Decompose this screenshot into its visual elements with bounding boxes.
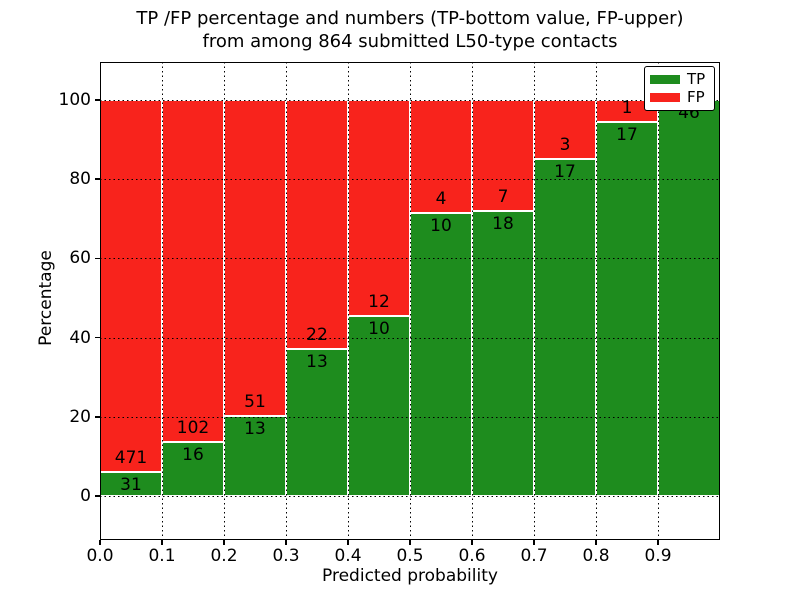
x-tick-label: 0.3	[272, 546, 300, 566]
vertical-gridline	[409, 62, 411, 540]
bar-tp-segment	[658, 100, 720, 496]
legend-fp-label: FP	[687, 88, 705, 106]
bar-fp-count-label: 471	[114, 447, 148, 468]
vertical-gridline	[347, 62, 349, 540]
y-tick-label: 60	[69, 248, 91, 269]
bar-tp-count-label: 17	[616, 125, 638, 145]
x-tick-label: 0.2	[210, 546, 238, 566]
vertical-gridline	[595, 62, 597, 540]
y-axis-label: Percentage	[36, 250, 56, 346]
vertical-gridline	[471, 62, 473, 540]
vertical-gridline	[223, 62, 225, 540]
bar-tp-count-label: 16	[182, 445, 204, 466]
bar-tp-count-label: 10	[430, 216, 452, 237]
bar-tp-segment	[472, 210, 534, 496]
y-tick-mark	[95, 495, 100, 497]
legend-entry-fp: FP	[650, 90, 709, 105]
chart-title-line1: TP /FP percentage and numbers (TP-bottom…	[136, 8, 684, 29]
vertical-gridline	[161, 62, 163, 540]
y-tick-mark	[95, 178, 100, 180]
bar-fp-segment	[162, 100, 224, 443]
bar-fp-count-label: 12	[368, 292, 390, 312]
bar-fp-count-label: 102	[176, 418, 210, 439]
vertical-gridline	[533, 62, 535, 540]
x-tick-label: 0.9	[644, 546, 672, 566]
x-tick-mark	[533, 540, 535, 545]
y-tick-label: 40	[69, 327, 91, 348]
legend: TP FP	[644, 66, 715, 111]
vertical-gridline	[657, 62, 659, 540]
bar-fp-segment	[286, 100, 348, 349]
bar-tp-segment	[534, 159, 596, 496]
x-tick-mark	[471, 540, 473, 545]
x-tick-mark	[657, 540, 659, 545]
bar-tp-count-label: 31	[120, 474, 142, 495]
x-axis-label: Predicted probability	[322, 566, 498, 586]
bar-fp-count-label: 7	[497, 186, 509, 207]
x-tick-label: 0.7	[520, 546, 548, 566]
bar-fp-count-label: 4	[435, 189, 447, 210]
bar-fp-count-label: 3	[559, 135, 571, 156]
x-tick-mark	[223, 540, 225, 545]
bar-fp-count-label: 51	[244, 391, 266, 412]
bar-fp-count-label: 22	[306, 324, 328, 345]
legend-tp-label: TP	[687, 70, 706, 88]
legend-entry-tp: TP	[650, 72, 709, 87]
x-tick-mark	[161, 540, 163, 545]
bar-fp-segment	[100, 100, 162, 472]
y-tick-label: 20	[69, 406, 91, 427]
bar-tp-segment	[286, 348, 348, 496]
x-tick-label: 0.5	[396, 546, 424, 566]
bar-tp-count-label: 10	[368, 319, 390, 339]
x-tick-label: 0.8	[582, 546, 610, 566]
y-tick-mark	[95, 257, 100, 260]
plot-area: 471 31 102 16 51 13 22 13 12 10 4 10 7 18 3 17 1 17 46 0 20 4…	[59, 62, 720, 566]
legend-tp-swatch	[650, 75, 680, 84]
bar-tp-segment	[596, 122, 658, 496]
bar-tp-segment	[410, 213, 472, 496]
bar-fp-segment	[348, 100, 410, 316]
x-tick-mark	[347, 540, 349, 545]
x-tick-label: 0.6	[458, 546, 486, 566]
x-tick-mark	[409, 540, 411, 545]
legend-fp-swatch	[650, 93, 680, 102]
y-tick-mark	[95, 416, 100, 418]
x-tick-label: 0.4	[334, 546, 362, 566]
x-tick-mark	[595, 540, 597, 545]
bar-tp-segment	[348, 316, 410, 496]
y-tick-label: 80	[69, 169, 91, 190]
y-tick-mark	[95, 336, 100, 339]
bar-tp-count-label: 13	[306, 351, 328, 372]
bar-tp-segment	[162, 442, 224, 496]
y-tick-mark	[95, 99, 100, 101]
y-tick-label: 100	[58, 90, 91, 110]
chart-title-line2: from among 864 submitted L50-type contac…	[202, 31, 618, 52]
bar-tp-count-label: 13	[244, 418, 266, 439]
y-tick-label: 0	[80, 486, 91, 506]
bar-tp-count-label: 18	[492, 213, 514, 234]
x-tick-label: 0.1	[148, 546, 176, 566]
bar-tp-count-label: 17	[554, 162, 576, 183]
vertical-gridline	[285, 62, 287, 540]
x-tick-mark	[99, 540, 101, 545]
x-tick-mark	[285, 540, 287, 545]
bar-fp-count-label: 1	[621, 98, 633, 118]
x-tick-label: 0.0	[86, 546, 114, 566]
